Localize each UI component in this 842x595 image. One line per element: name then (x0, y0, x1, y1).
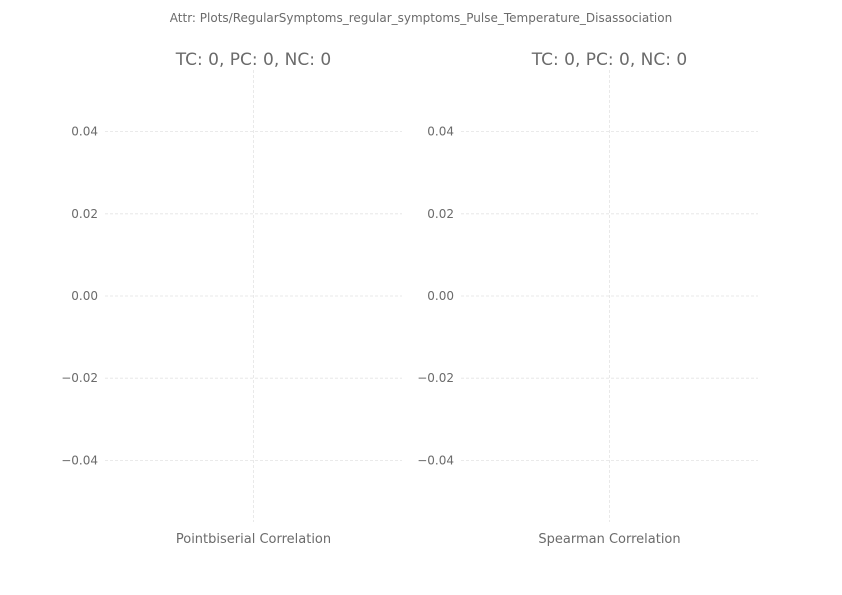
panel-2: 0.04 0.02 0.00 −0.02 −0.04 TC: 0, PC: 0, NC: … (417, 50, 758, 547)
panel-title: TC: 0, PC: 0, NC: 0 (175, 50, 331, 70)
y-tick-label: 0.00 (71, 289, 98, 303)
y-tick-label: 0.04 (71, 125, 98, 139)
x-axis-label: Spearman Correlation (538, 532, 680, 547)
y-tick-label: 0.02 (71, 207, 98, 221)
y-tick-label: 0.02 (427, 207, 454, 221)
figure-suptitle: Attr: Plots/RegularSymptoms_regular_symp… (170, 11, 672, 25)
y-tick-label: −0.02 (61, 371, 98, 385)
y-tick-label: −0.04 (417, 453, 454, 467)
panel-1: 0.04 0.02 0.00 −0.02 −0.04 TC: 0, PC: 0, NC: … (61, 50, 402, 547)
y-tick-label: −0.02 (417, 371, 454, 385)
panel-title: TC: 0, PC: 0, NC: 0 (531, 50, 687, 70)
y-tick-label: 0.04 (427, 125, 454, 139)
y-tick-label: 0.00 (427, 289, 454, 303)
y-tick-label: −0.04 (61, 453, 98, 467)
x-axis-label: Pointbiserial Correlation (176, 532, 331, 547)
